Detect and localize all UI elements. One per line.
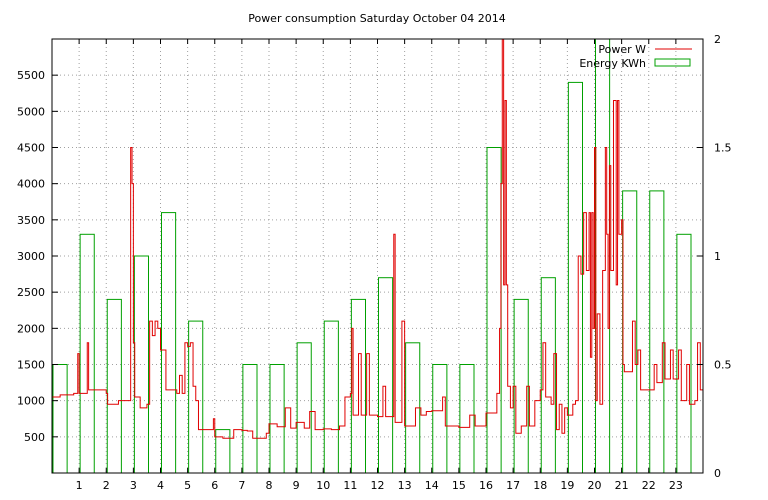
y-tick-label: 3000 (17, 250, 45, 263)
y-tick-label: 3500 (17, 214, 45, 227)
energy-bar (215, 429, 231, 474)
y-tick-label: 4000 (17, 178, 45, 191)
y2-tick-label: 2 (714, 33, 721, 46)
y2-tick-label: 0 (714, 467, 721, 480)
x-tick-label: 12 (371, 479, 385, 492)
x-tick-label: 19 (560, 479, 574, 492)
energy-bar (323, 320, 339, 474)
x-tick-label: 16 (479, 479, 493, 492)
x-tick-label: 21 (615, 479, 629, 492)
x-tick-label: 22 (642, 479, 656, 492)
y2-tick-label: 1.5 (714, 142, 732, 155)
energy-bar (649, 190, 665, 474)
y2-tick-label: 0.5 (714, 359, 732, 372)
energy-bar (459, 364, 475, 474)
y-tick-label: 4500 (17, 142, 45, 155)
energy-bar (432, 364, 448, 474)
y-tick-label: 1000 (17, 395, 45, 408)
x-tick-label: 9 (293, 479, 300, 492)
y-tick-label: 2000 (17, 322, 45, 335)
chart-title: Power consumption Saturday October 04 20… (248, 12, 506, 25)
y-tick-label: 5000 (17, 105, 45, 118)
energy-bar (567, 81, 583, 474)
x-tick-label: 18 (533, 479, 547, 492)
x-tick-label: 20 (588, 479, 602, 492)
x-tick-label: 10 (316, 479, 330, 492)
power-line (52, 38, 704, 439)
energy-bar (269, 364, 285, 474)
y-tick-label: 500 (24, 431, 45, 444)
legend-power-label: Power W (598, 43, 646, 56)
energy-bar (595, 38, 611, 474)
energy-bar (486, 147, 502, 474)
x-tick-label: 2 (103, 479, 110, 492)
energy-bar (242, 364, 258, 474)
legend-energy-swatch (654, 58, 691, 67)
x-tick-label: 1 (76, 479, 83, 492)
x-tick-label: 6 (211, 479, 218, 492)
legend: Power W Energy KWh (579, 43, 692, 70)
y-tick-label: 1500 (17, 359, 45, 372)
x-tick-label: 13 (398, 479, 412, 492)
y-tick-label: 2500 (17, 286, 45, 299)
x-tick-label: 15 (452, 479, 466, 492)
x-tick-label: 5 (184, 479, 191, 492)
energy-bar (52, 364, 68, 474)
power-series-line (52, 38, 704, 439)
energy-bar (106, 298, 122, 474)
energy-bar (622, 190, 638, 474)
x-tick-label: 14 (425, 479, 439, 492)
x-tick-label: 17 (506, 479, 520, 492)
y2-tick-label: 1 (714, 250, 721, 263)
energy-bar (161, 212, 177, 474)
x-tick-label: 7 (238, 479, 245, 492)
x-tick-label: 11 (343, 479, 357, 492)
x-tick-label: 8 (266, 479, 273, 492)
x-tick-label: 3 (130, 479, 137, 492)
axis-ticks: 1 2 3 4 5 6 7 8 9 10 11 12 13 14 15 16 17 18 19 20 21 22 23500… (17, 33, 732, 492)
energy-bar (378, 277, 394, 474)
legend-energy-label: Energy KWh (579, 57, 646, 70)
energy-bar (296, 342, 312, 474)
y-tick-label: 5500 (17, 69, 45, 82)
x-tick-label: 23 (669, 479, 683, 492)
x-tick-label: 4 (157, 479, 164, 492)
